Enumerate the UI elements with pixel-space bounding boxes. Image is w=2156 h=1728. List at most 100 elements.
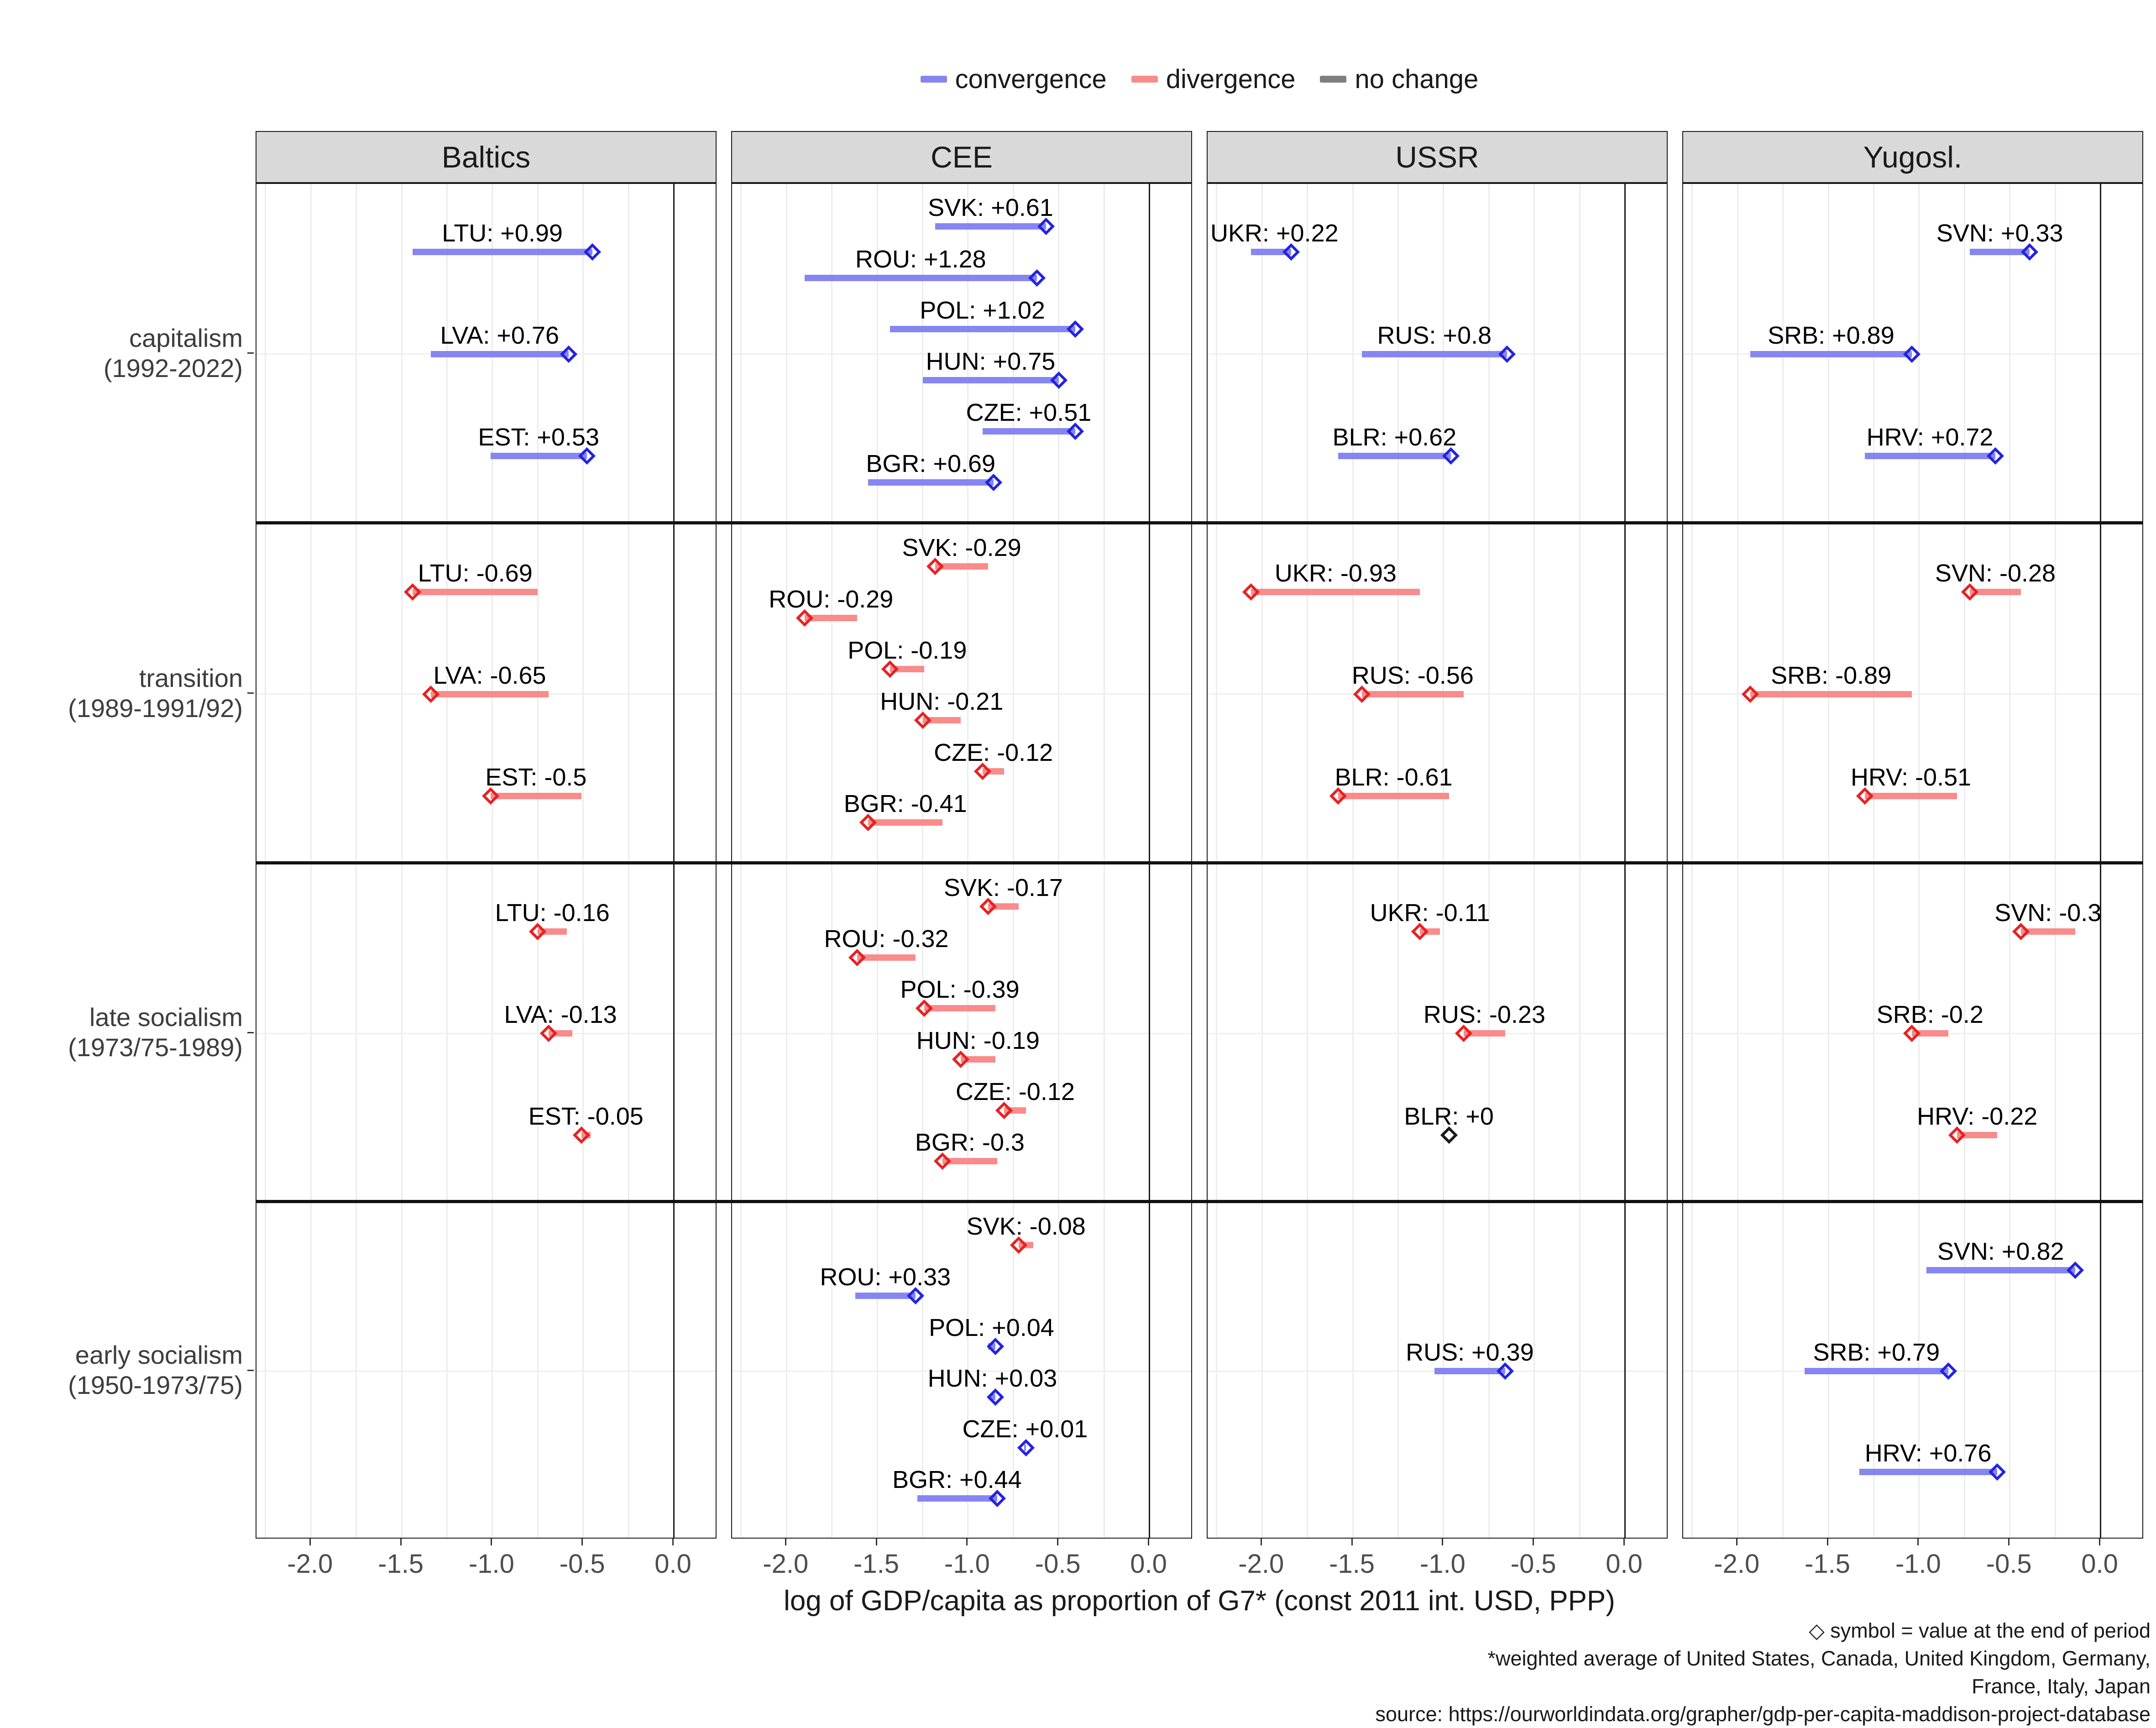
change-segment bbox=[538, 928, 567, 935]
gridline-vertical bbox=[1103, 184, 1105, 1538]
gridline-horizontal bbox=[732, 693, 1191, 695]
change-segment bbox=[982, 768, 1005, 775]
country-change-label: SRB: +0.79 bbox=[1813, 1339, 1940, 1366]
country-change-label: CZE: +0.01 bbox=[962, 1415, 1088, 1443]
change-segment bbox=[412, 589, 538, 595]
country-change-label: LTU: -0.16 bbox=[495, 899, 610, 927]
country-change-label: HRV: +0.72 bbox=[1866, 424, 1994, 451]
change-segment bbox=[805, 274, 1037, 281]
x-axis-tick-label: 0.0 bbox=[654, 1549, 691, 1579]
change-segment bbox=[490, 793, 581, 799]
legend-item-convergence: convergence bbox=[920, 64, 1107, 94]
change-segment bbox=[961, 1056, 995, 1063]
change-segment bbox=[549, 1030, 572, 1037]
x-axis-tick bbox=[1148, 1539, 1150, 1545]
change-segment bbox=[1338, 793, 1449, 799]
x-axis-tick bbox=[400, 1539, 402, 1545]
change-segment bbox=[935, 563, 988, 570]
end-of-period-diamond-icon bbox=[2066, 1261, 2084, 1279]
change-segment bbox=[1859, 1469, 1997, 1476]
country-change-label: ROU: +1.28 bbox=[855, 245, 986, 273]
legend-swatch-icon bbox=[1131, 75, 1158, 83]
caption-line3: France, Italy, Japan bbox=[1972, 1675, 2151, 1698]
gridline-vertical bbox=[537, 184, 539, 1538]
change-segment bbox=[1750, 691, 1912, 697]
x-axis-tick-label: -1.0 bbox=[468, 1549, 514, 1579]
gridline-vertical bbox=[1533, 184, 1535, 1538]
gridline-vertical bbox=[582, 184, 584, 1538]
gridline-vertical bbox=[492, 184, 493, 1538]
country-change-label: EST: +0.53 bbox=[478, 424, 599, 451]
caption-line4: source: https://ourworldindata.org/graph… bbox=[1375, 1702, 2151, 1726]
change-segment bbox=[982, 428, 1075, 435]
country-change-label: SVK: -0.17 bbox=[943, 874, 1063, 902]
country-change-label: BGR: +0.44 bbox=[892, 1466, 1022, 1493]
country-change-label: BGR: -0.3 bbox=[915, 1129, 1025, 1157]
gridline-vertical bbox=[401, 184, 403, 1538]
x-axis-tick-label: -0.5 bbox=[1035, 1549, 1081, 1579]
zero-reference-line bbox=[673, 184, 675, 1538]
country-change-label: HRV: +0.76 bbox=[1864, 1440, 1992, 1467]
gridline-vertical bbox=[1397, 184, 1399, 1538]
change-segment bbox=[1338, 453, 1451, 459]
change-segment bbox=[1004, 1107, 1026, 1114]
country-change-label: RUS: +0.39 bbox=[1406, 1339, 1534, 1366]
gridline-vertical bbox=[1307, 184, 1308, 1538]
country-change-label: CZE: -0.12 bbox=[955, 1078, 1075, 1105]
change-segment bbox=[1970, 589, 2021, 595]
country-change-label: POL: +1.02 bbox=[920, 296, 1045, 324]
facet-row-divider bbox=[256, 1200, 2143, 1203]
x-axis-tick bbox=[491, 1539, 492, 1545]
facet-row-label-line2: (1992-2022) bbox=[103, 353, 243, 382]
zero-reference-line bbox=[2100, 184, 2102, 1538]
x-axis-tick bbox=[1260, 1539, 1262, 1545]
country-change-label: UKR: -0.93 bbox=[1274, 560, 1397, 587]
x-axis-tick-label: -0.5 bbox=[559, 1549, 605, 1579]
x-axis-tick bbox=[785, 1539, 786, 1545]
country-change-label: ROU: +0.33 bbox=[820, 1263, 951, 1291]
change-segment bbox=[868, 479, 994, 486]
country-change-label: SVN: -0.3 bbox=[1994, 899, 2102, 927]
gridline-vertical bbox=[1352, 184, 1354, 1538]
change-segment bbox=[1251, 589, 1420, 595]
gridline-vertical bbox=[876, 184, 878, 1538]
country-change-label: POL: +0.04 bbox=[929, 1314, 1054, 1341]
x-axis-tick-label: -0.5 bbox=[1510, 1549, 1556, 1579]
change-segment bbox=[1434, 1368, 1506, 1374]
country-change-label: HUN: +0.03 bbox=[927, 1364, 1057, 1392]
gridline-vertical bbox=[446, 184, 448, 1538]
change-segment bbox=[922, 377, 1059, 383]
y-axis-tick bbox=[247, 352, 254, 354]
gridline-vertical bbox=[831, 184, 833, 1538]
y-axis-tick bbox=[247, 1032, 254, 1033]
country-change-label: SVK: +0.61 bbox=[928, 194, 1053, 222]
change-segment bbox=[1750, 351, 1912, 357]
x-axis-tick bbox=[1623, 1539, 1625, 1545]
facet-row-label-transition: transition (1989-1991/92) bbox=[0, 663, 243, 723]
change-segment bbox=[1019, 1241, 1034, 1248]
change-segment bbox=[857, 954, 916, 961]
country-change-label: HRV: -0.51 bbox=[1851, 764, 1972, 791]
gridline-vertical bbox=[1873, 184, 1875, 1538]
facet-row-label-early-socialism: early socialism (1950-1973/75) bbox=[0, 1340, 243, 1400]
change-segment bbox=[988, 903, 1019, 910]
legend-item-label: no change bbox=[1355, 64, 1479, 94]
panel-column-ussr: UKR: +0.22 RUS: +0.8 BLR: +0.62 UKR: -0.93 R… bbox=[1207, 183, 1668, 1539]
end-of-period-diamond-icon bbox=[1066, 320, 1084, 338]
country-change-label: BGR: +0.69 bbox=[866, 450, 996, 478]
country-change-label: LTU: +0.99 bbox=[442, 220, 563, 247]
gridline-vertical bbox=[1782, 184, 1784, 1538]
gridline-vertical bbox=[740, 184, 742, 1538]
x-axis-tick bbox=[2008, 1539, 2010, 1545]
change-segment bbox=[1361, 351, 1507, 357]
x-axis-tick-label: -1.5 bbox=[853, 1549, 900, 1579]
country-change-label: EST: -0.05 bbox=[528, 1102, 644, 1130]
gridline-horizontal bbox=[256, 1032, 716, 1034]
x-axis-tick bbox=[1736, 1539, 1737, 1545]
panel-column-baltics: LTU: +0.99 LVA: +0.76 EST: +0.53 LTU: -0.69… bbox=[256, 183, 717, 1539]
country-change-label: RUS: +0.8 bbox=[1377, 321, 1492, 349]
facet-row-divider bbox=[256, 861, 2143, 864]
x-axis-tick-label: -1.5 bbox=[1805, 1549, 1851, 1579]
legend-item-divergence: divergence bbox=[1131, 64, 1295, 94]
x-axis-tick-label: -0.5 bbox=[1986, 1549, 2032, 1579]
